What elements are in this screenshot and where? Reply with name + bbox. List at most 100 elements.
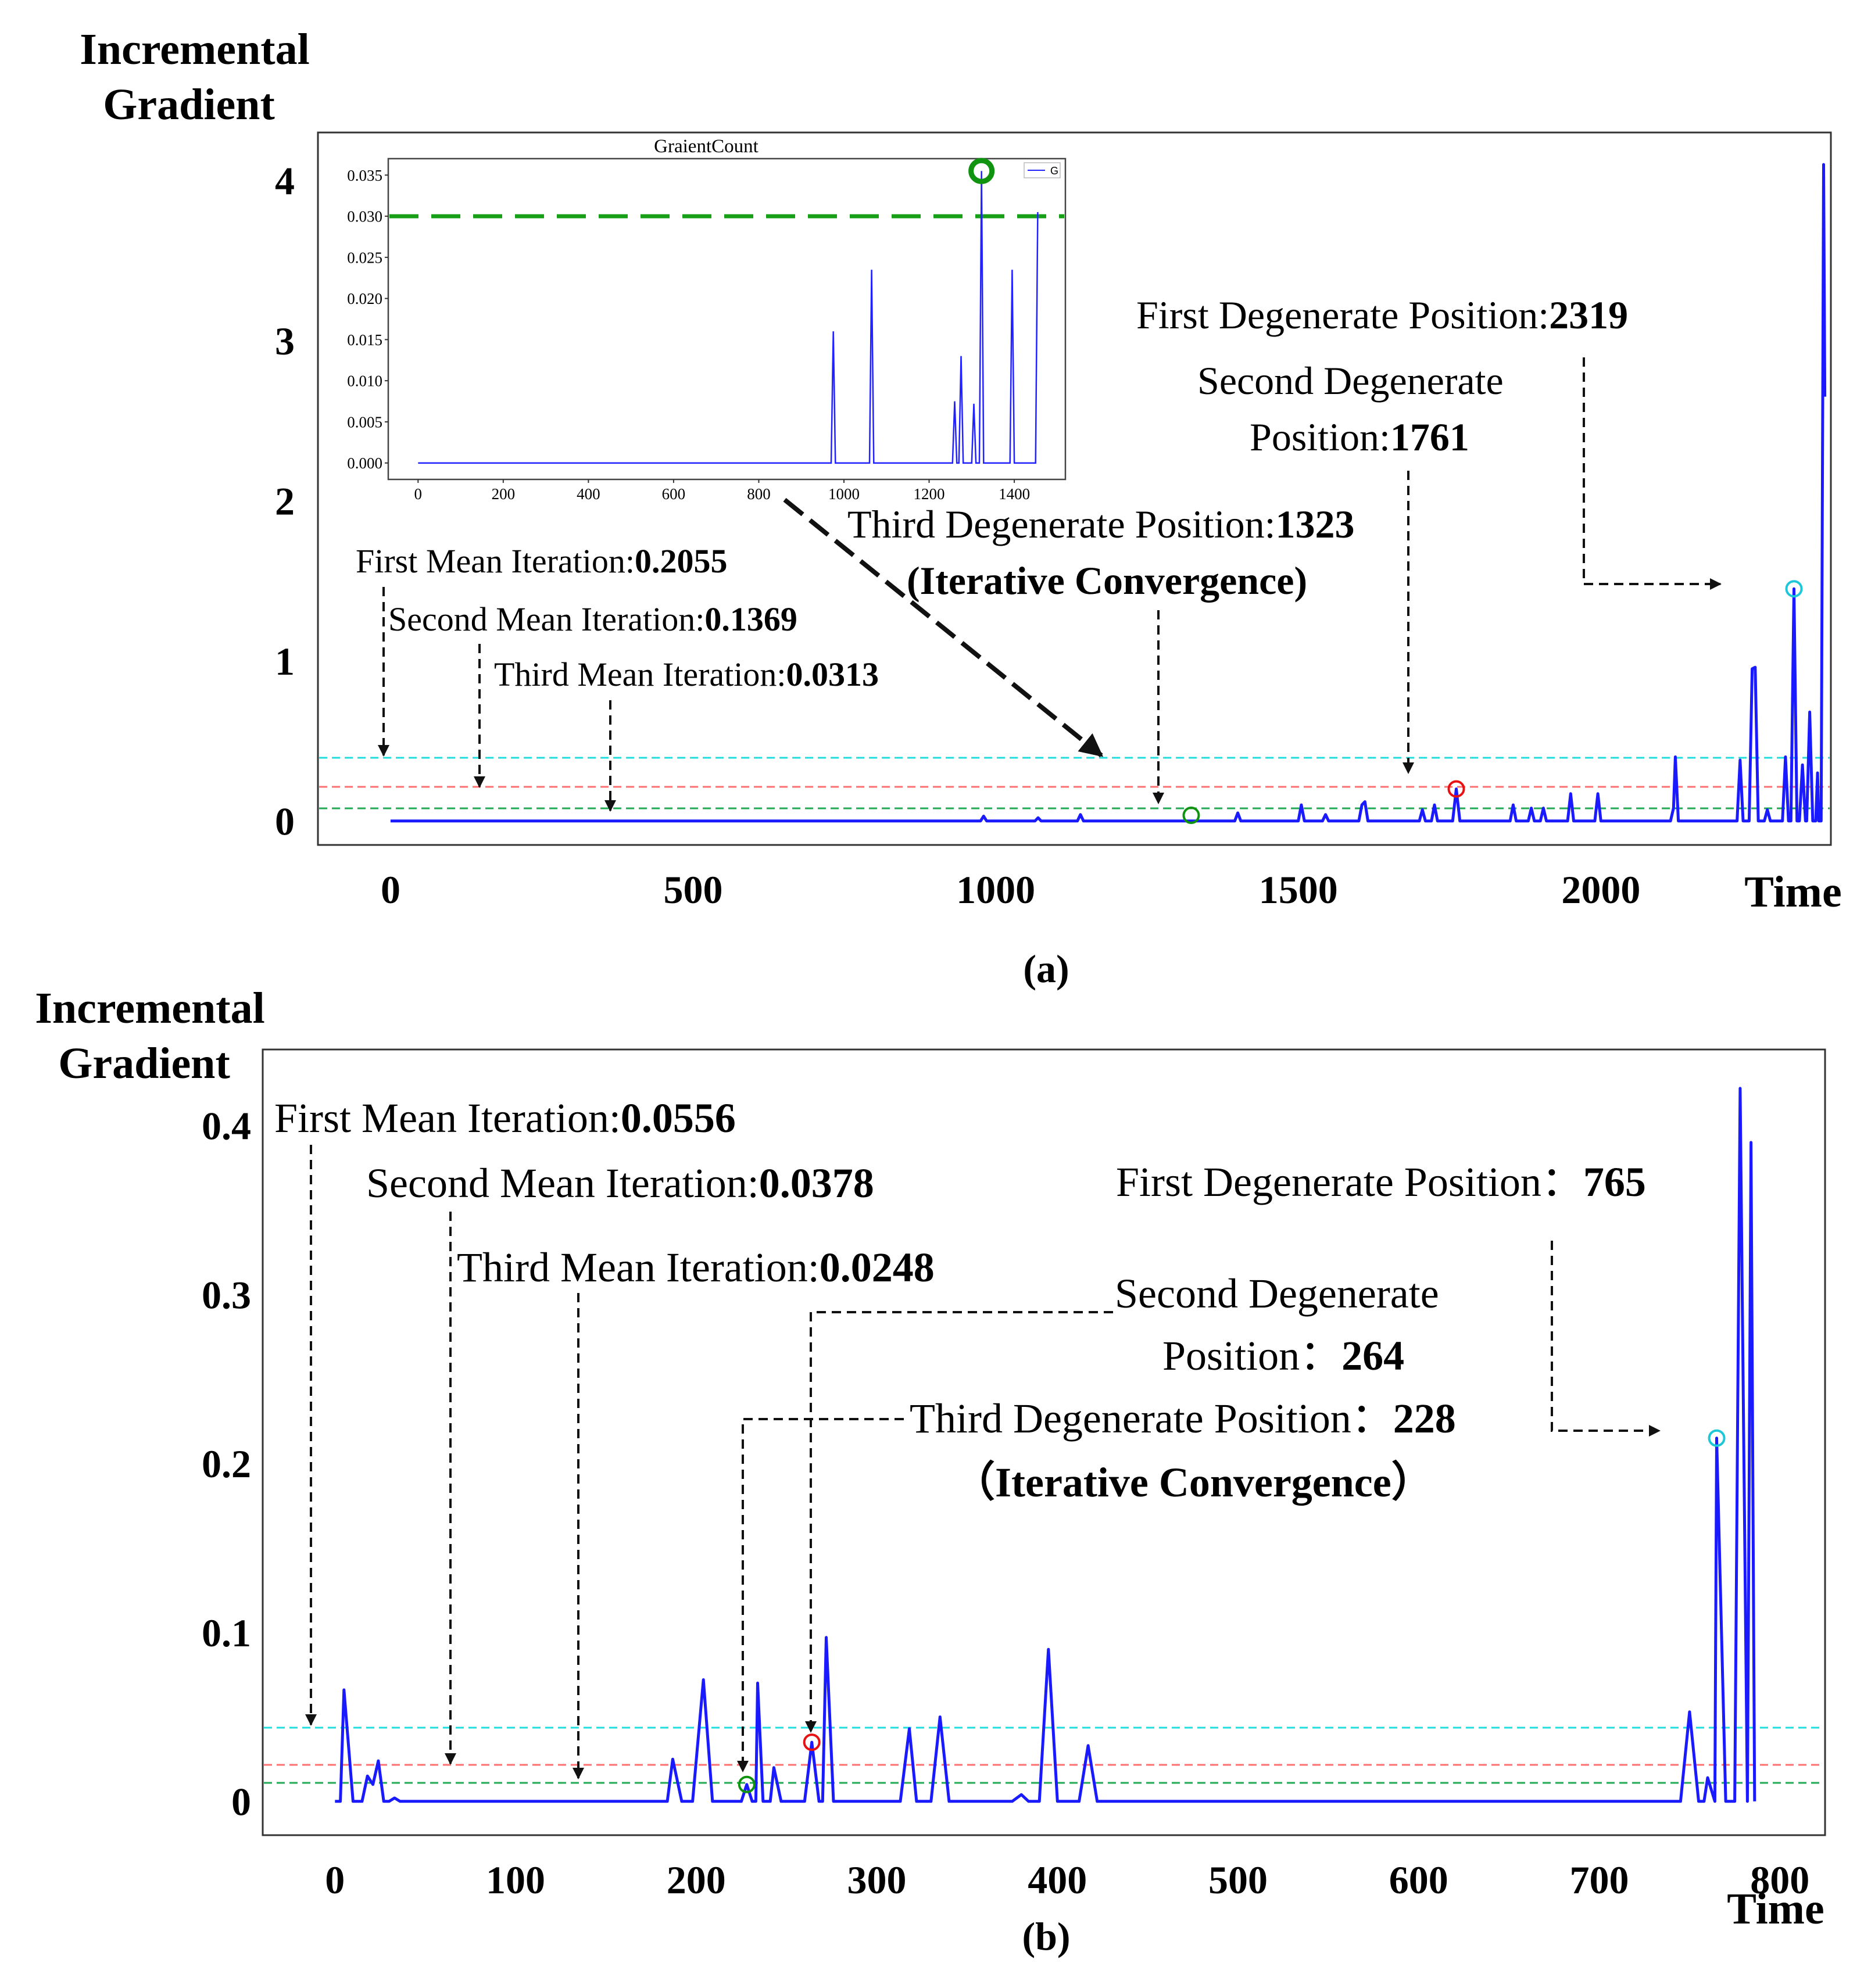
x-tick-label: 600 <box>1389 1858 1448 1902</box>
panel-b-markers <box>738 1429 1726 1793</box>
x-tick-label: 1500 <box>1259 868 1338 912</box>
panel-b-annotation-first-degenerate: First Degenerate Position：765 <box>1116 1159 1646 1205</box>
y-tick-label: 0.1 <box>202 1611 251 1655</box>
y-tick-label: 0 <box>231 1780 251 1824</box>
x-tick-label: 1400 <box>999 485 1030 503</box>
x-tick-label: 1200 <box>914 485 945 503</box>
svg-text:Position：264: Position：264 <box>1162 1333 1404 1379</box>
x-tick-label: 200 <box>667 1858 726 1902</box>
svg-text:Third Mean Iteration:0.0313: Third Mean Iteration:0.0313 <box>494 655 879 693</box>
panel-a-caption: (a) <box>1023 947 1069 991</box>
x-tick-label: 0 <box>414 485 423 503</box>
y-tick-label: 0.015 <box>347 331 382 349</box>
panel-a-annotation-second-degenerate-l2: Position:1761 <box>1250 415 1469 459</box>
panel-b-series-line <box>335 1087 1756 1803</box>
marker-cyan <box>1708 1429 1726 1447</box>
y-tick-label: 2 <box>275 479 295 523</box>
panel-b-annotation-iterative-convergence: （Iterative Convergence） <box>953 1459 1433 1506</box>
panel-a-annotation-third-mean: Third Mean Iteration:0.0313 <box>494 655 879 693</box>
svg-text:First Mean Iteration:0.0556: First Mean Iteration:0.0556 <box>274 1095 736 1141</box>
svg-text:Second Mean Iteration:0.0378: Second Mean Iteration:0.0378 <box>366 1160 874 1206</box>
marker-cyan <box>1785 580 1803 598</box>
inset-frame <box>387 157 1067 481</box>
x-tick-label: 100 <box>486 1858 545 1902</box>
panel-b-arrows <box>305 1145 1661 1779</box>
arrow-b-first-degenerate <box>1551 1241 1661 1437</box>
y-tick-label: 4 <box>275 159 295 203</box>
panel-a-annotation-first-mean: First Mean Iteration:0.2055 <box>356 542 728 580</box>
x-tick-label: 1000 <box>956 868 1035 912</box>
y-tick-label: 0 <box>275 799 295 843</box>
x-tick-label: 200 <box>492 485 516 503</box>
x-tick-label: 600 <box>662 485 686 503</box>
panel-a-x-ticks: 0 500 1000 1500 2000 <box>381 868 1640 912</box>
panel-b-annotation-first-mean: First Mean Iteration:0.0556 <box>274 1095 736 1141</box>
svg-text:Third Degenerate Position:1323: Third Degenerate Position:1323 <box>847 502 1354 546</box>
panel-a-annotation-second-degenerate-l1: Second Degenerate <box>1197 359 1504 403</box>
y-tick-label: 0.2 <box>202 1442 251 1486</box>
panel-b-plot-frame <box>262 1048 1826 1836</box>
svg-text:Third Mean Iteration:0.0248: Third Mean Iteration:0.0248 <box>457 1244 935 1291</box>
svg-text:First Mean Iteration:0.2055: First Mean Iteration:0.2055 <box>356 542 728 580</box>
inset-legend-label: G <box>1050 165 1058 177</box>
inset-series-line <box>418 171 1039 464</box>
panel-b-annotation-second-mean: Second Mean Iteration:0.0378 <box>366 1160 874 1206</box>
panel-a-markers <box>1182 580 1803 825</box>
inset-title: GraientCount <box>654 136 759 157</box>
x-tick-label: 500 <box>664 868 723 912</box>
y-tick-label: 0.000 <box>347 454 382 472</box>
svg-text:Second Mean Iteration:0.1369: Second Mean Iteration:0.1369 <box>388 600 797 638</box>
x-tick-label: 2000 <box>1561 868 1640 912</box>
panel-b: Incremental Gradient 0 0.1 0.2 0.3 0.4 0 100 2… <box>35 984 1826 1958</box>
panel-a-y-ticks: 0 1 2 3 4 <box>275 159 295 843</box>
x-tick-label: 800 <box>1750 1858 1809 1902</box>
x-tick-label: 300 <box>847 1858 907 1902</box>
panel-b-caption: (b) <box>1022 1914 1070 1958</box>
inset-markers <box>968 157 995 184</box>
inset-legend: G <box>1024 162 1061 178</box>
panel-b-ylabel-line1: Incremental <box>35 984 264 1033</box>
panel-a-inset: GraientCount 0.000 0.005 0.010 0.015 0.020 0.… <box>347 136 1067 503</box>
y-tick-label: 1 <box>275 639 295 683</box>
panel-a-annotation-second-mean: Second Mean Iteration:0.1369 <box>388 600 797 638</box>
y-tick-label: 0.005 <box>347 413 382 431</box>
marker-red <box>803 1733 821 1751</box>
panel-b-ylabel-line2: Gradient <box>58 1039 230 1088</box>
panel-a: Incremental Gradient 0 1 2 3 4 0 500 1000 1500 2… <box>80 25 1841 991</box>
arrow-b-second-degenerate <box>805 1311 1113 1733</box>
y-tick-label: 0.4 <box>202 1104 251 1148</box>
y-tick-label: 0.035 <box>347 167 382 184</box>
arrow-inset-pointer <box>783 497 1104 758</box>
arrow-first-degenerate <box>1583 357 1722 590</box>
panel-a-annotation-third-degenerate: Third Degenerate Position:1323 <box>847 502 1354 546</box>
marker-green <box>738 1775 756 1793</box>
x-tick-label: 500 <box>1208 1858 1268 1902</box>
panel-a-arrows <box>378 357 1722 812</box>
svg-text:Position:1761: Position:1761 <box>1250 415 1469 459</box>
panel-b-annotation-third-degenerate: Third Degenerate Position：228 <box>910 1395 1456 1442</box>
panel-a-ylabel-line1: Incremental <box>80 25 309 74</box>
svg-text:Third Degenerate Position：228: Third Degenerate Position：228 <box>910 1395 1456 1442</box>
x-tick-label: 400 <box>577 485 600 503</box>
panel-b-annotation-second-degenerate-l1: Second Degenerate <box>1115 1270 1439 1317</box>
arrow-b-third-degenerate <box>737 1418 904 1772</box>
panel-a-annotation-first-degenerate: First Degenerate Position:2319 <box>1136 293 1628 337</box>
panel-a-annotation-iterative-convergence: (Iterative Convergence) <box>907 558 1307 603</box>
panel-a-xlabel: Time <box>1744 868 1841 916</box>
y-tick-label: 0.030 <box>347 208 382 225</box>
panel-b-annotation-third-mean: Third Mean Iteration:0.0248 <box>457 1244 935 1291</box>
y-tick-label: 0.010 <box>347 372 382 390</box>
x-tick-label: 400 <box>1028 1858 1087 1902</box>
marker-green <box>968 157 995 184</box>
inset-y-ticks: 0.000 0.005 0.010 0.015 0.020 0.025 0.030 0.035 <box>347 167 388 472</box>
panel-a-series-line <box>390 163 1827 823</box>
svg-text:First Degenerate Position:2319: First Degenerate Position:2319 <box>1136 293 1628 337</box>
marker-red <box>1447 780 1465 798</box>
x-tick-label: 800 <box>747 485 771 503</box>
y-tick-label: 0.3 <box>202 1273 251 1317</box>
y-tick-label: 0.020 <box>347 290 382 307</box>
x-tick-label: 0 <box>381 868 400 912</box>
svg-text:First Degenerate Position：765: First Degenerate Position：765 <box>1116 1159 1646 1205</box>
x-tick-label: 700 <box>1570 1858 1629 1902</box>
